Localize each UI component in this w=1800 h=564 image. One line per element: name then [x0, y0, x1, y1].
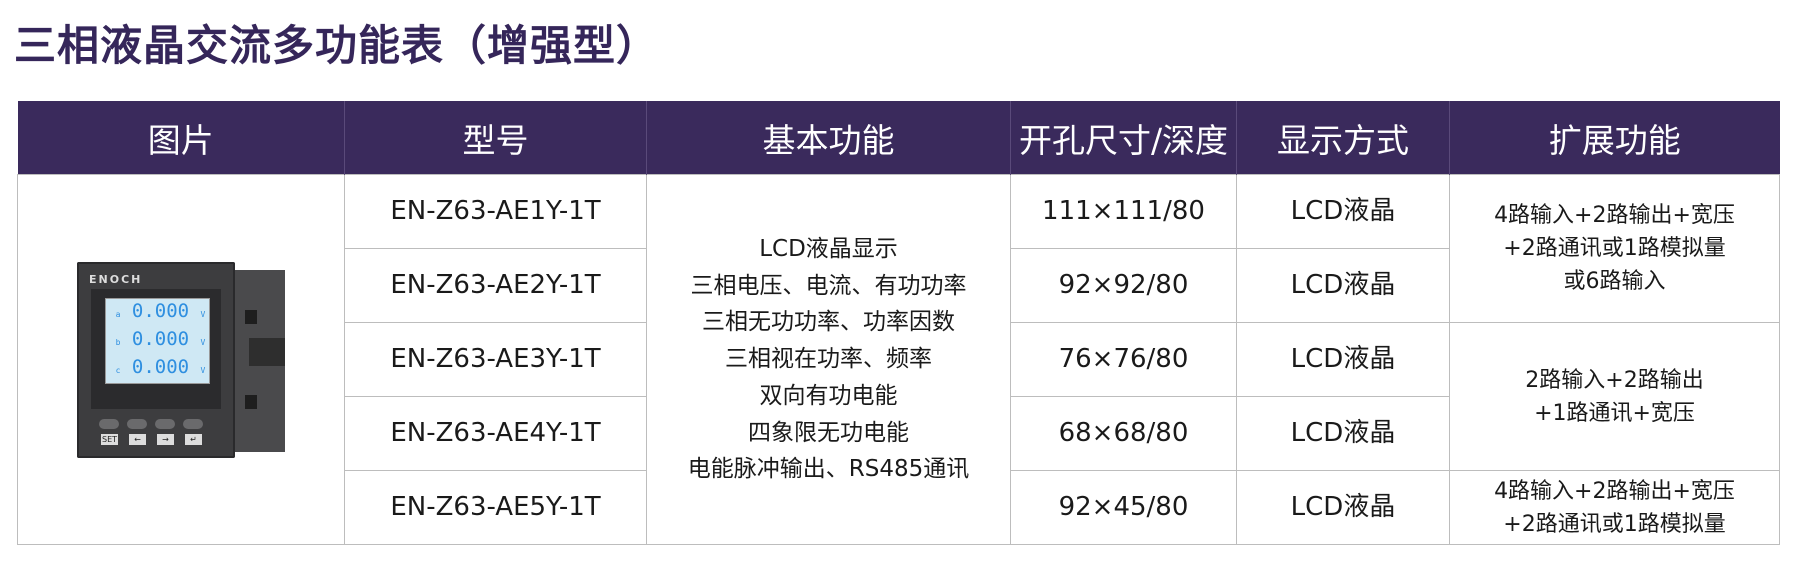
table-row: EN-Z63-AE4Y-1T 68×68/80 LCD液晶 — [18, 396, 1780, 471]
size-cell: 92×45/80 — [1010, 470, 1237, 545]
header-basic-functions: 基本功能 — [646, 101, 1011, 175]
size-cell: 111×111/80 — [1010, 174, 1237, 249]
header-row: 图片 型号 基本功能 开孔尺寸/深度 显示方式 扩展功能 — [17, 101, 1780, 175]
header-image: 图片 — [17, 101, 345, 175]
extensions-cell: 2路输入+2路输出 +1路通讯+宽压 — [1449, 322, 1780, 471]
extensions-cell: 4路输入+2路输出+宽压 +2路通讯或1路模拟量 — [1449, 470, 1780, 545]
table-row: ENOCH a 0.000 V b 0.000 V c 0.000 V SET … — [17, 174, 1780, 545]
size-cell: 76×76/80 — [1010, 322, 1237, 397]
model-cell: EN-Z63-AE1Y-1T — [344, 174, 647, 249]
brand-logo: ENOCH — [89, 272, 143, 286]
header-model: 型号 — [344, 101, 647, 175]
product-image-cell: ENOCH a 0.000 V b 0.000 V c 0.000 V SET … — [17, 174, 345, 545]
lcd-screen: a 0.000 V b 0.000 V c 0.000 V — [105, 297, 210, 384]
display-cell: LCD液晶 — [1236, 322, 1450, 397]
display-cell: LCD液晶 — [1236, 248, 1450, 323]
right-arrow-icon: → — [157, 433, 174, 445]
display-cell: LCD液晶 — [1236, 470, 1450, 545]
header-cutout-size: 开孔尺寸/深度 — [1010, 101, 1237, 175]
extensions-cell: 4路输入+2路输出+宽压 +2路通讯或1路模拟量 或6路输入 — [1449, 174, 1780, 323]
model-cell: EN-Z63-AE3Y-1T — [344, 322, 647, 397]
basic-functions-cell: LCD液晶显示 三相电压、电流、有功功率 三相无功功率、功率因数 三相视在功率、频率双… — [646, 174, 1011, 545]
page-title: 三相液晶交流多功能表（增强型） — [14, 21, 660, 70]
model-cell: EN-Z63-AE2Y-1T — [344, 248, 647, 323]
set-key-label: SET — [101, 433, 118, 445]
display-cell: LCD液晶 — [1236, 174, 1450, 249]
table-row: EN-Z63-AE5Y-1T 92×45/80 LCD液晶 4路输入+2路输出+… — [18, 470, 1780, 545]
model-cell: EN-Z63-AE4Y-1T — [344, 396, 647, 471]
size-cell: 68×68/80 — [1010, 396, 1237, 471]
display-cell: LCD液晶 — [1236, 396, 1450, 471]
model-cell: EN-Z63-AE5Y-1T — [344, 470, 647, 545]
product-table: 图片 型号 基本功能 开孔尺寸/深度 显示方式 扩展功能 ENOCH a 0.0… — [17, 101, 1780, 545]
header-display: 显示方式 — [1236, 101, 1450, 175]
size-cell: 92×92/80 — [1010, 248, 1237, 323]
meter-product-image: ENOCH a 0.000 V b 0.000 V c 0.000 V SET … — [77, 261, 285, 458]
enter-icon: ↵ — [185, 433, 202, 445]
table-row: EN-Z63-AE2Y-1T 92×92/80 LCD液晶 — [18, 248, 1780, 323]
header-extensions: 扩展功能 — [1449, 101, 1780, 175]
left-arrow-icon: ← — [129, 433, 146, 445]
